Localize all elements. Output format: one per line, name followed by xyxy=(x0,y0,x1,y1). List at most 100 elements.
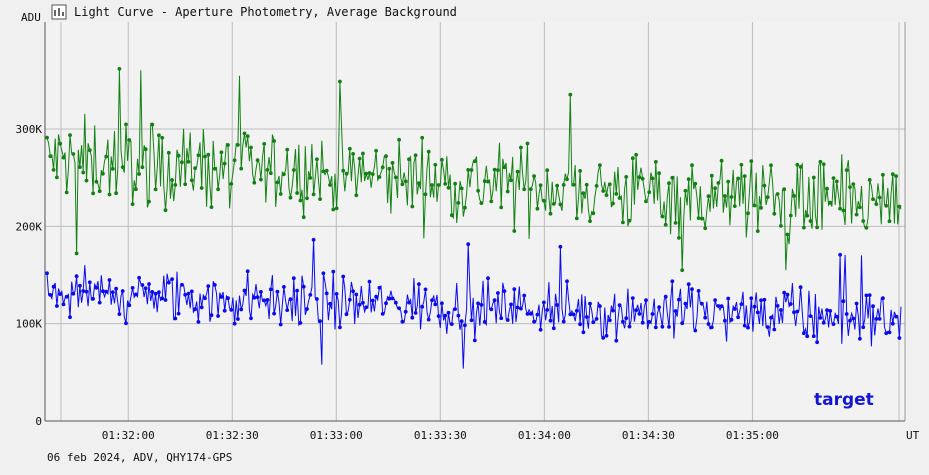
data-point xyxy=(97,189,102,194)
data-point xyxy=(301,215,306,220)
data-point xyxy=(153,187,158,192)
data-point xyxy=(897,336,902,340)
data-point xyxy=(212,283,217,287)
data-point xyxy=(555,303,559,307)
data-point xyxy=(68,133,72,138)
data-point xyxy=(124,122,128,127)
data-point xyxy=(101,289,105,294)
data-point xyxy=(726,296,731,301)
data-point xyxy=(617,196,622,200)
data-point xyxy=(762,297,767,302)
data-point xyxy=(229,182,234,186)
data-point xyxy=(97,300,102,305)
data-point xyxy=(446,310,451,315)
x-tick-label: 01:33:00 xyxy=(310,429,363,442)
data-point xyxy=(318,319,322,323)
data-point xyxy=(463,323,467,328)
data-point xyxy=(749,296,754,301)
data-point xyxy=(364,305,369,310)
data-point xyxy=(114,191,118,196)
data-point xyxy=(838,206,842,211)
data-point xyxy=(107,192,112,197)
data-point xyxy=(884,331,889,336)
data-point xyxy=(894,174,898,179)
data-point xyxy=(242,288,247,293)
data-point xyxy=(571,312,576,317)
data-point xyxy=(344,171,349,176)
data-point xyxy=(867,293,872,297)
data-point xyxy=(871,304,875,309)
data-point xyxy=(509,178,513,183)
data-point xyxy=(397,306,401,311)
data-point xyxy=(614,192,619,196)
data-point xyxy=(772,211,777,216)
plot-area[interactable] xyxy=(45,22,905,421)
data-point xyxy=(861,325,866,330)
data-point xyxy=(528,187,533,192)
data-point xyxy=(713,298,717,302)
data-point xyxy=(779,224,783,228)
data-point xyxy=(548,318,553,323)
x-tick-label: 01:33:30 xyxy=(414,429,467,442)
data-point xyxy=(867,178,872,182)
data-point xyxy=(443,182,448,186)
grid-lines xyxy=(45,22,905,421)
data-point xyxy=(621,319,625,324)
data-point xyxy=(58,141,63,146)
data-point xyxy=(420,304,425,309)
data-point xyxy=(456,201,461,205)
data-point xyxy=(443,313,448,318)
data-point xyxy=(305,196,309,201)
data-point xyxy=(291,168,296,172)
data-point xyxy=(137,275,142,280)
data-point xyxy=(288,195,293,200)
data-point xyxy=(607,318,612,323)
data-point xyxy=(568,92,573,97)
data-point xyxy=(677,236,681,240)
y-tick-label: 200K xyxy=(16,220,43,233)
data-point xyxy=(61,155,66,160)
data-point xyxy=(881,296,885,301)
data-point xyxy=(505,318,510,322)
data-point xyxy=(653,325,658,330)
data-point xyxy=(584,182,589,187)
data-point xyxy=(640,320,645,325)
data-point xyxy=(209,313,214,317)
series-layer xyxy=(45,67,902,369)
data-point xyxy=(203,154,207,159)
data-point xyxy=(673,309,678,313)
data-point xyxy=(624,316,629,321)
data-point xyxy=(607,182,612,187)
data-point xyxy=(232,158,237,163)
data-point xyxy=(690,163,694,168)
data-point xyxy=(532,319,536,324)
data-point xyxy=(137,172,142,176)
data-point xyxy=(476,301,480,306)
data-point xyxy=(525,312,530,316)
data-point xyxy=(440,301,444,306)
data-point xyxy=(84,178,89,183)
data-point xyxy=(785,292,790,297)
data-point xyxy=(364,171,369,176)
data-point xyxy=(673,221,678,225)
data-point xyxy=(311,237,316,242)
data-point xyxy=(426,317,431,322)
data-point xyxy=(588,301,592,306)
data-point xyxy=(249,316,253,321)
data-point xyxy=(252,180,257,185)
data-point xyxy=(634,308,638,313)
data-point xyxy=(818,316,823,320)
y-tick-labels: 0 100K 200K 300K xyxy=(16,123,43,428)
observation-info: 06 feb 2024, ADV, QHY174-GPS xyxy=(47,451,232,464)
data-point xyxy=(321,169,326,174)
data-point xyxy=(594,317,599,321)
data-point xyxy=(232,321,237,326)
data-point xyxy=(295,191,299,195)
data-point xyxy=(446,185,451,190)
data-point xyxy=(637,175,642,180)
data-point xyxy=(663,222,668,227)
data-point xyxy=(226,296,230,301)
data-point xyxy=(848,318,852,323)
data-point xyxy=(489,307,494,312)
